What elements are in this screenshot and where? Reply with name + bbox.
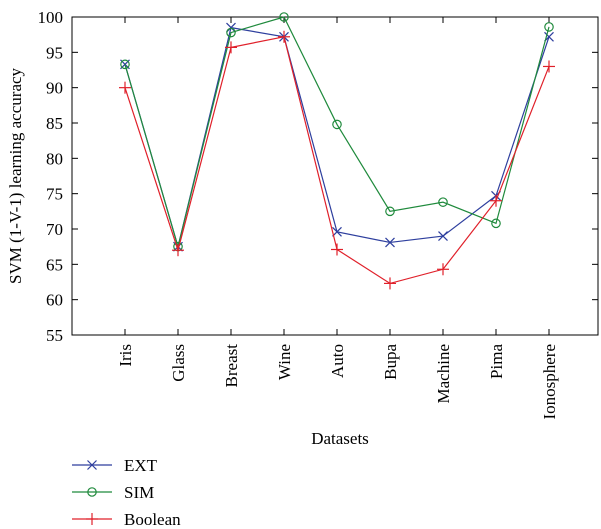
x-axis-label: Datasets — [311, 429, 369, 448]
y-axis: 55 60 65 70 75 80 85 90 95 100 — [38, 8, 598, 345]
data-point-sim — [279, 12, 289, 22]
x-tick-label: Auto — [328, 344, 347, 378]
data-point-sim — [544, 22, 554, 32]
y-tick-label: 75 — [46, 185, 63, 204]
legend-item-sim: SIM — [72, 483, 154, 502]
x-tick-label: Ionosphere — [540, 344, 559, 420]
y-axis-label: SVM (1-V-1) learning accuracy — [6, 67, 25, 284]
y-tick-label: 85 — [46, 114, 63, 133]
data-point-ext — [332, 226, 342, 237]
data-point-boolean — [384, 277, 396, 290]
data-point-sim — [332, 119, 342, 130]
y-tick-label: 90 — [46, 79, 63, 98]
data-point-boolean — [119, 81, 131, 94]
legend-marker — [87, 460, 97, 470]
y-tick-label: 65 — [46, 255, 63, 274]
data-point-ext — [385, 237, 395, 248]
y-tick-label: 95 — [46, 43, 63, 62]
data-point-ext — [438, 231, 448, 241]
series-layer — [119, 12, 555, 290]
legend-label: SIM — [124, 483, 154, 502]
data-point-boolean — [278, 30, 290, 43]
series-line-sim — [124, 16, 550, 249]
x-tick-label: Glass — [169, 344, 188, 382]
series-sim — [120, 12, 554, 252]
data-point-boolean — [490, 194, 502, 207]
legend-label: EXT — [124, 456, 158, 475]
series-boolean — [119, 30, 555, 290]
legend-item-boolean: Boolean — [72, 510, 181, 529]
data-point-boolean — [331, 243, 343, 256]
legend-marker — [87, 487, 97, 497]
x-tick-label: Pima — [487, 344, 506, 379]
y-tick-label: 100 — [38, 8, 64, 27]
legend: EXT SIM Boolean — [72, 456, 181, 529]
y-tick-label: 80 — [46, 149, 63, 168]
x-tick-label: Iris — [116, 344, 135, 367]
data-point-boolean — [225, 41, 237, 54]
data-point-ext — [226, 22, 236, 33]
y-tick-label: 60 — [46, 291, 63, 310]
y-tick-label: 70 — [46, 220, 63, 239]
data-point-sim — [120, 59, 130, 70]
x-tick-label: Breast — [222, 344, 241, 388]
plot-frame — [71, 16, 599, 336]
data-point-boolean — [437, 263, 449, 276]
legend-label: Boolean — [124, 510, 181, 529]
y-tick-label: 55 — [46, 326, 63, 345]
data-point-sim — [226, 27, 236, 38]
x-tick-label: Wine — [275, 344, 294, 380]
data-point-sim — [385, 206, 395, 217]
legend-item-ext: EXT — [72, 456, 158, 475]
x-tick-label: Machine — [434, 344, 453, 403]
x-axis: Iris Glass Breast Wine Auto Bupa Machine Pima Io… — [116, 17, 559, 420]
data-point-sim — [491, 218, 501, 229]
x-tick-label: Bupa — [381, 344, 400, 380]
data-point-boolean — [543, 60, 555, 73]
legend-marker — [86, 513, 98, 525]
data-point-sim — [438, 197, 448, 207]
data-point-boolean — [172, 244, 184, 257]
